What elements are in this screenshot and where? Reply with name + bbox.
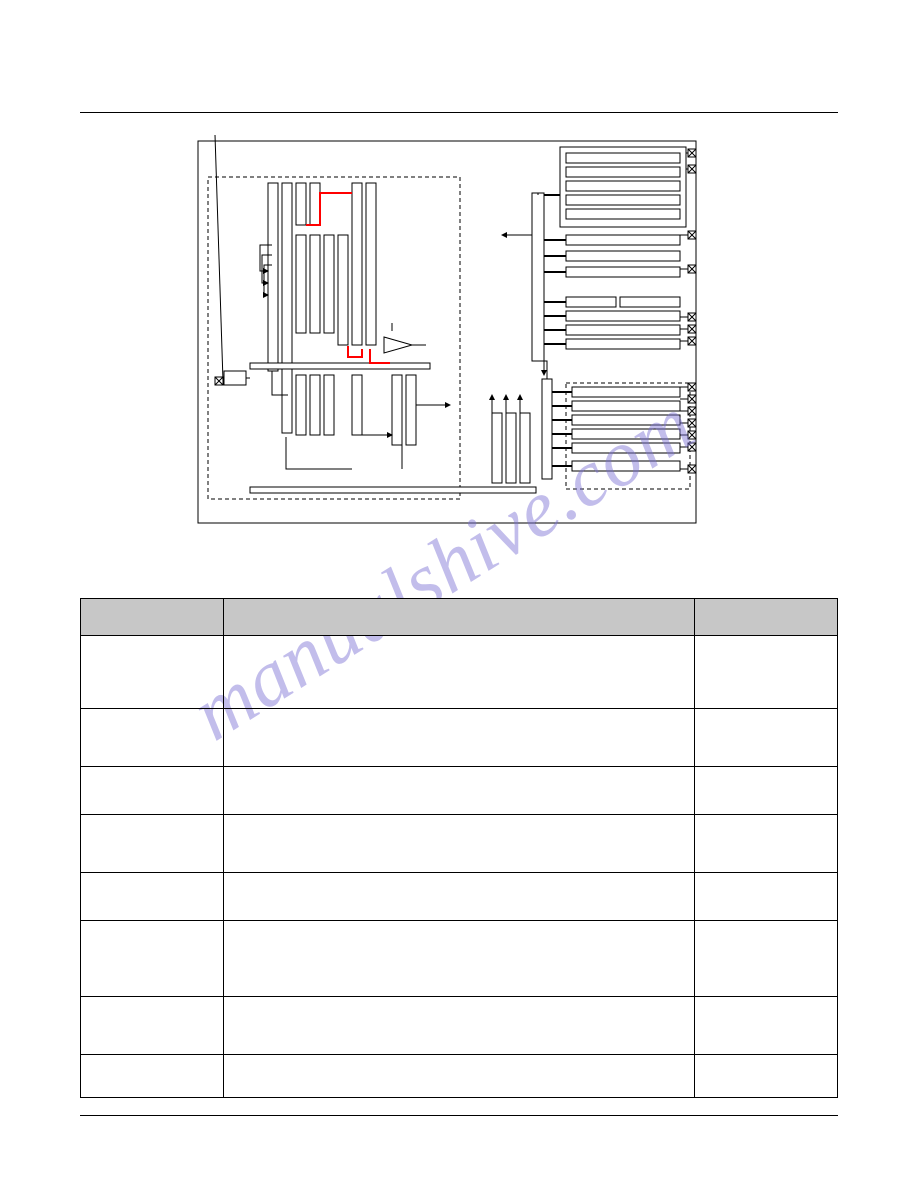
table-cell xyxy=(224,767,695,815)
table-cell xyxy=(81,767,224,815)
table-row xyxy=(81,873,838,921)
table-row xyxy=(81,767,838,815)
table-cell xyxy=(695,921,838,997)
table-row xyxy=(81,636,838,709)
table-row xyxy=(81,1055,838,1098)
table-cell xyxy=(695,767,838,815)
pins-table xyxy=(80,598,838,1098)
col-header-0 xyxy=(81,599,224,636)
table-row xyxy=(81,997,838,1055)
table-row xyxy=(81,709,838,767)
table-cell xyxy=(224,815,695,873)
diagram-svg xyxy=(192,135,702,530)
table-cell xyxy=(695,636,838,709)
table-cell xyxy=(81,636,224,709)
table-cell xyxy=(695,709,838,767)
table-header-row xyxy=(81,599,838,636)
table-cell xyxy=(81,815,224,873)
table-cell xyxy=(81,709,224,767)
table-cell xyxy=(81,1055,224,1098)
table-cell xyxy=(81,921,224,997)
header-rule xyxy=(80,112,838,113)
table-row xyxy=(81,921,838,997)
col-header-2 xyxy=(695,599,838,636)
table-cell xyxy=(224,873,695,921)
table-cell xyxy=(695,815,838,873)
table-cell xyxy=(81,997,224,1055)
table-cell xyxy=(224,921,695,997)
table-cell xyxy=(224,636,695,709)
table-cell xyxy=(695,873,838,921)
table-cell xyxy=(695,1055,838,1098)
table-row xyxy=(81,815,838,873)
block-diagram xyxy=(192,135,702,530)
table-cell xyxy=(81,873,224,921)
table-cell xyxy=(224,1055,695,1098)
table-cell xyxy=(695,997,838,1055)
table-cell xyxy=(224,709,695,767)
footer-rule xyxy=(80,1115,838,1116)
table-cell xyxy=(224,997,695,1055)
col-header-1 xyxy=(224,599,695,636)
